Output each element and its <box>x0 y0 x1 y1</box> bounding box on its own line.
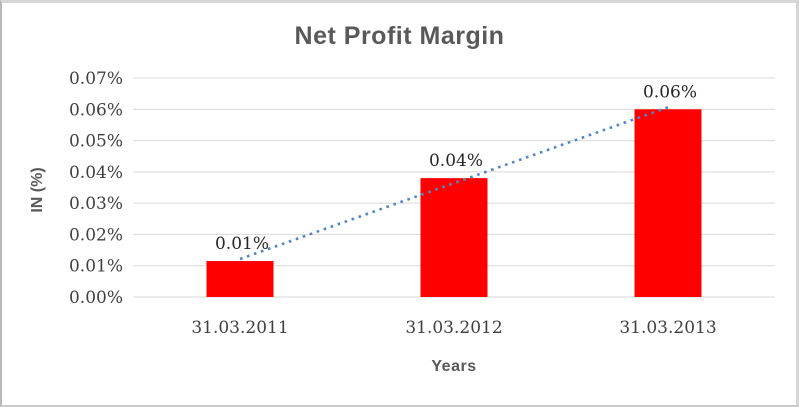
y-tick-label: 0.04% <box>69 163 123 183</box>
x-category-label: 31.03.2011 <box>191 318 288 338</box>
bar <box>206 261 274 297</box>
y-tick-label: 0.06% <box>69 100 123 120</box>
trendline <box>239 106 669 261</box>
y-tick-label: 0.07% <box>69 69 123 89</box>
bar <box>634 109 702 298</box>
y-tick-label: 0.03% <box>69 194 123 214</box>
x-category-label: 31.03.2012 <box>405 318 502 338</box>
bar <box>420 178 488 297</box>
chart-title: Net Profit Margin <box>294 22 505 50</box>
bar-data-label: 0.01% <box>215 234 269 254</box>
bar-data-label: 0.04% <box>429 151 483 171</box>
y-tick-label: 0.00% <box>69 288 123 308</box>
y-axis-title: IN (%) <box>29 167 46 213</box>
y-tick-label: 0.01% <box>69 257 123 277</box>
y-tick-label: 0.02% <box>69 225 123 245</box>
x-category-label: 31.03.2013 <box>619 318 716 338</box>
x-axis-title: Years <box>431 358 477 375</box>
y-tick-label: 0.05% <box>69 132 123 152</box>
bar-data-label: 0.06% <box>643 82 697 102</box>
